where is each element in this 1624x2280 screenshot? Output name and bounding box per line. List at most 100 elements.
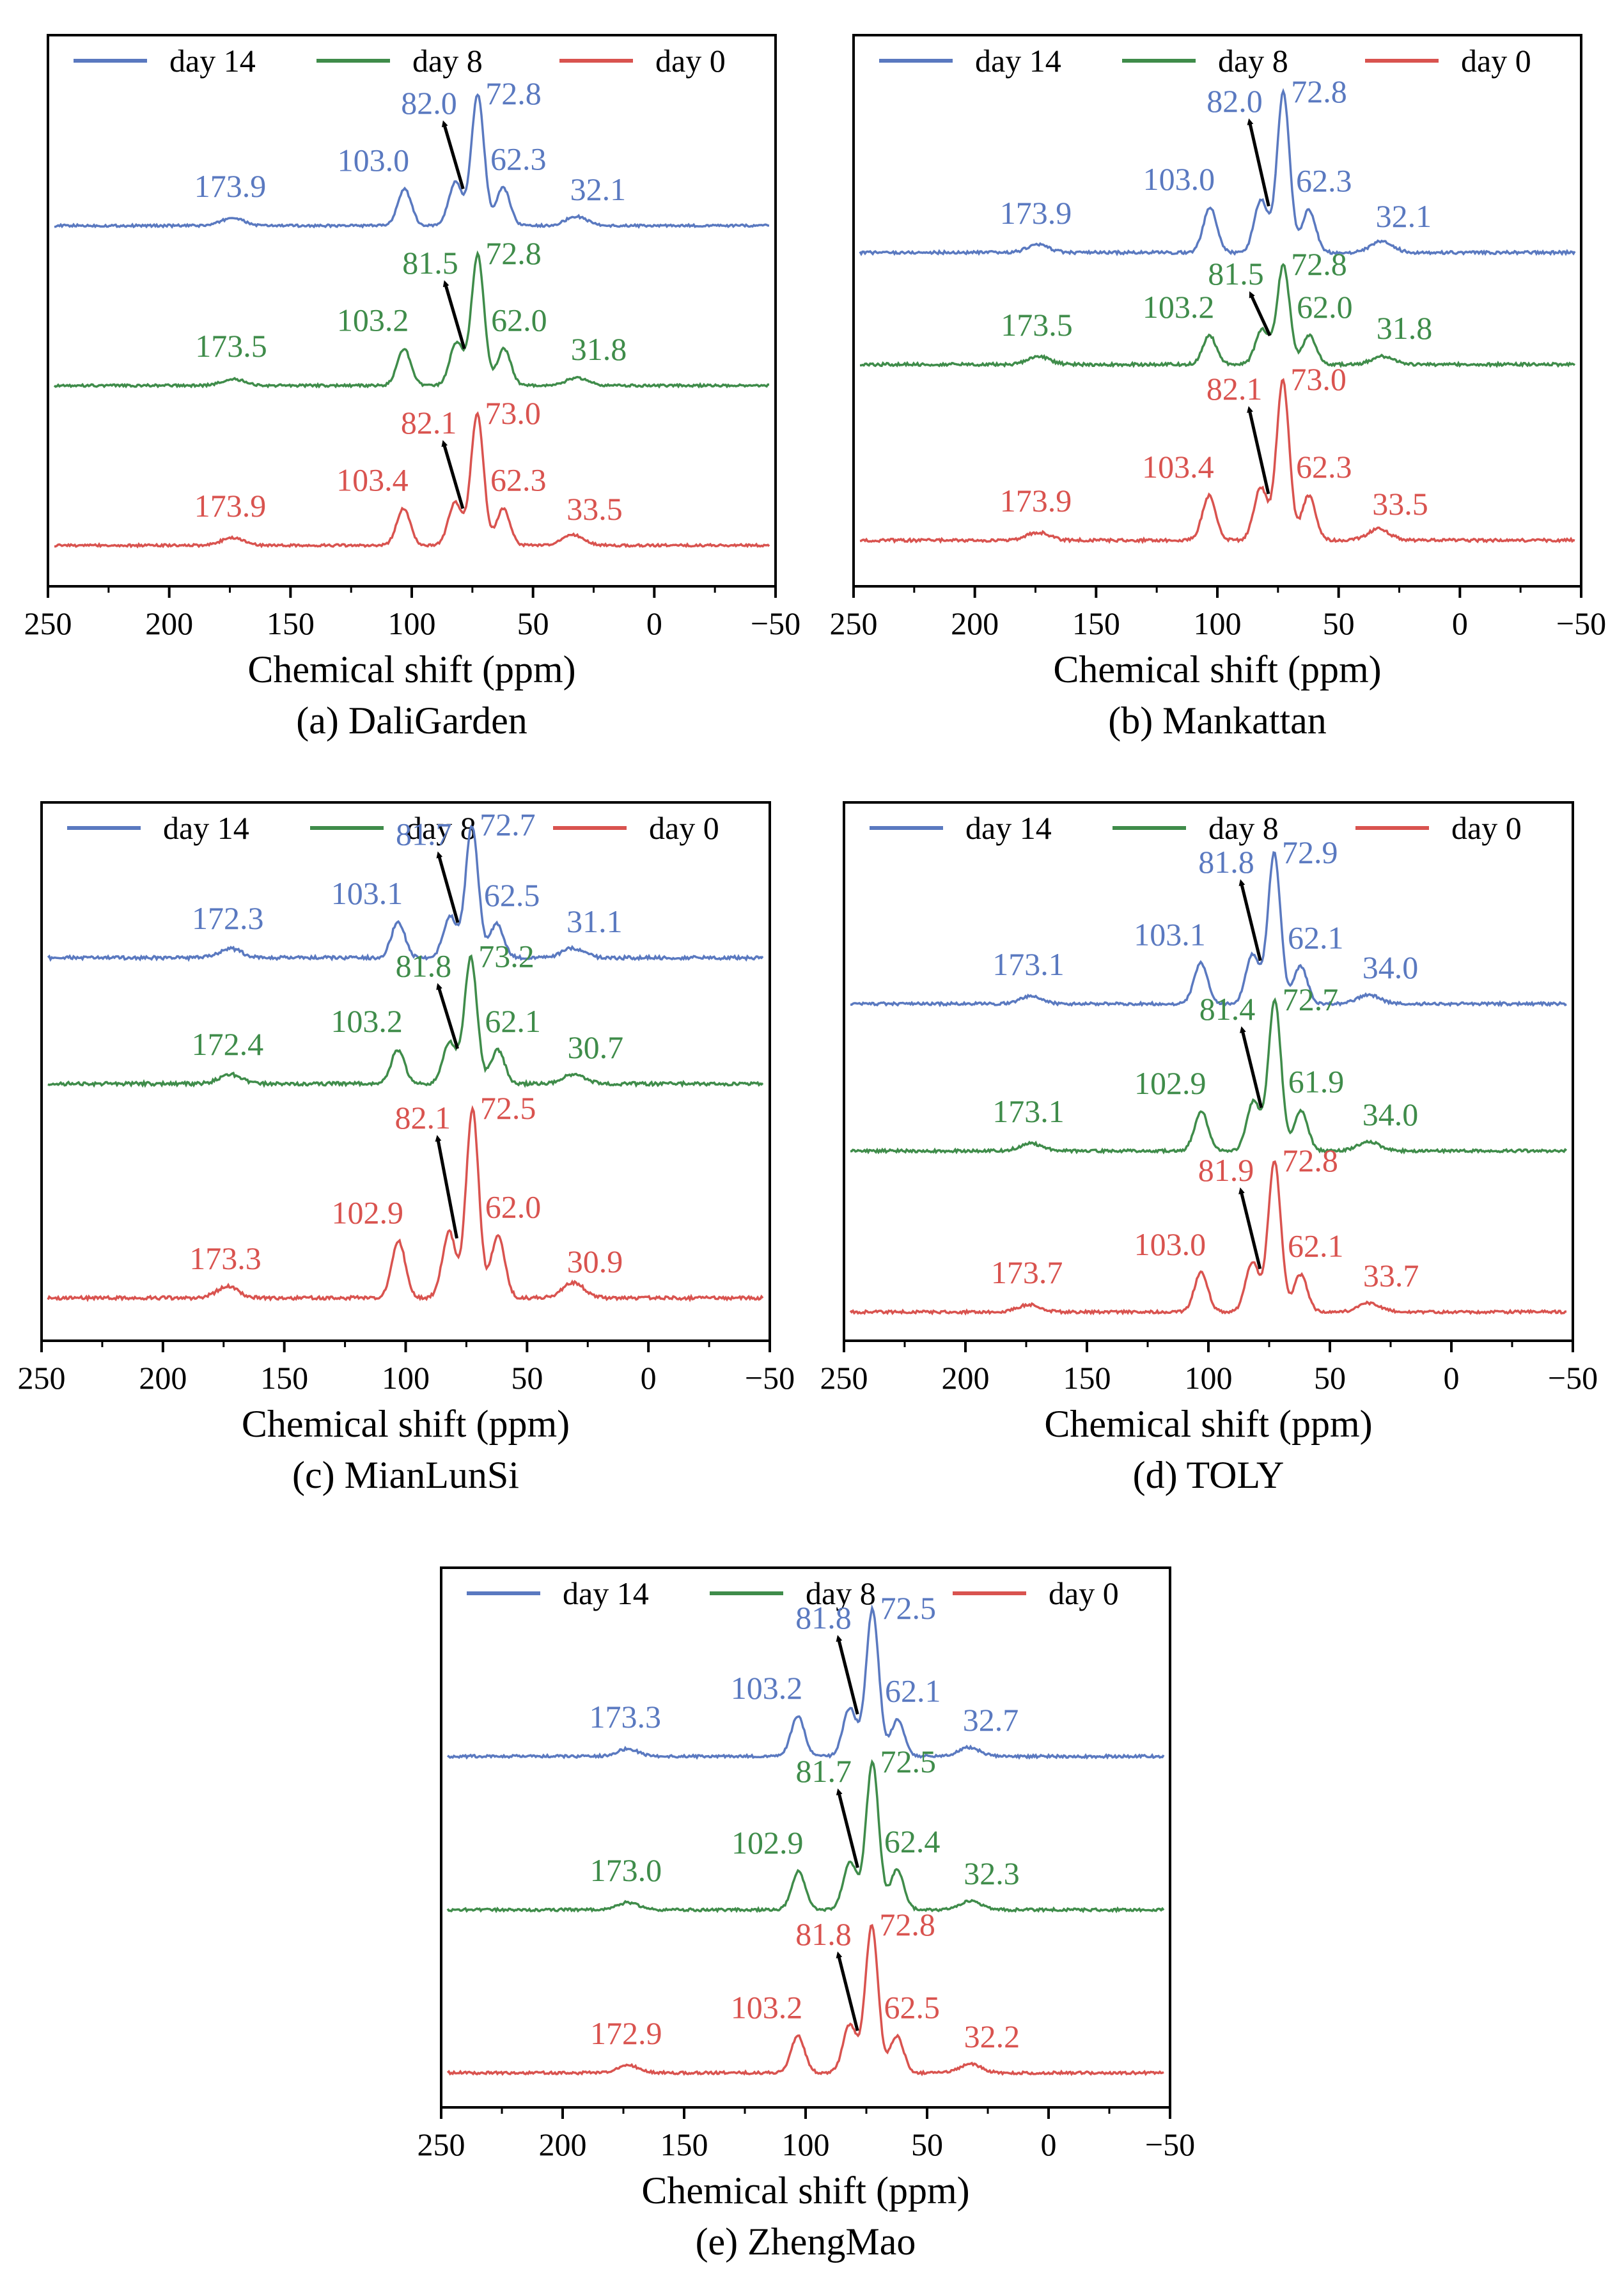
peak-label-82.1: 82.1 <box>1206 371 1263 407</box>
panel-caption: (c) MianLunSi <box>292 1454 519 1496</box>
peak-label-72.8: 72.8 <box>1291 74 1347 109</box>
peak-label-81.8: 81.8 <box>795 1600 852 1636</box>
spectrum-line-day-0 <box>859 378 1575 544</box>
peak-label-103.4: 103.4 <box>336 462 409 498</box>
shift-arrow <box>1247 406 1270 495</box>
peak-label-81.7: 81.7 <box>396 816 452 852</box>
x-tick-label: −50 <box>1145 2127 1195 2162</box>
spectrum-line-day-14 <box>446 1604 1165 1760</box>
peak-label-34.0: 34.0 <box>1362 949 1419 985</box>
plot-frame <box>40 801 771 1342</box>
peak-label-72.7: 72.7 <box>1283 981 1339 1017</box>
spectrum-line-day-14 <box>54 93 770 230</box>
peak-label-103.0: 103.0 <box>338 143 410 178</box>
shift-arrow <box>441 440 465 510</box>
peak-label-62.1: 62.1 <box>885 1673 941 1709</box>
spectrum-line-day-8 <box>47 954 764 1088</box>
panel-caption: (e) ZhengMao <box>696 2221 916 2263</box>
peak-label-72.8: 72.8 <box>879 1907 935 1942</box>
x-tick-label: 200 <box>942 1360 990 1396</box>
shift-arrow <box>1247 118 1270 207</box>
peak-label-173.9: 173.9 <box>194 168 267 204</box>
x-tick-label: −50 <box>745 1360 795 1396</box>
peak-label-62.1: 62.1 <box>1288 919 1344 955</box>
peak-label-103.1: 103.1 <box>1134 917 1206 953</box>
peak-label-62.4: 62.4 <box>884 1823 941 1859</box>
peak-label-34.0: 34.0 <box>1362 1097 1419 1132</box>
x-tick-label: −50 <box>1548 1360 1598 1396</box>
x-tick-label: 100 <box>1185 1360 1233 1396</box>
legend-label: day 8 <box>1208 810 1279 846</box>
peak-label-61.9: 61.9 <box>1288 1064 1345 1100</box>
legend-label: day 8 <box>806 1575 876 1611</box>
x-tick-label: 100 <box>388 605 436 641</box>
plot-frame <box>440 1566 1171 2109</box>
legend-label: day 8 <box>412 43 483 79</box>
shift-arrow <box>436 851 460 923</box>
peak-label-72.7: 72.7 <box>480 807 536 843</box>
x-tick-label: 100 <box>382 1360 430 1396</box>
peak-label-73.0: 73.0 <box>485 395 541 431</box>
peak-label-102.9: 102.9 <box>731 1825 804 1861</box>
spectrum-line-day-14 <box>47 825 764 962</box>
peak-label-72.8: 72.8 <box>1291 246 1347 282</box>
peak-label-62.3: 62.3 <box>1296 449 1352 485</box>
peak-label-73.0: 73.0 <box>1290 361 1346 397</box>
peak-label-62.1: 62.1 <box>485 1003 541 1039</box>
x-axis-label: Chemical shift (ppm) <box>247 648 575 691</box>
peak-label-103.2: 103.2 <box>731 1670 803 1706</box>
x-tick-label: 50 <box>911 2127 943 2162</box>
peak-label-82.1: 82.1 <box>395 1100 451 1136</box>
shift-arrow <box>1238 879 1262 962</box>
x-tick-label: 100 <box>1194 605 1242 641</box>
peak-label-173.9: 173.9 <box>1000 483 1072 519</box>
peak-label-30.7: 30.7 <box>568 1029 624 1065</box>
peak-label-102.9: 102.9 <box>332 1195 404 1231</box>
peak-label-173.1: 173.1 <box>992 946 1065 982</box>
chart-panel-5: day 14 day 8 day 0 173.3 103.2 81.8 72.5 62.1 32… <box>418 1566 1195 2263</box>
legend-label: day 0 <box>1451 810 1522 846</box>
peak-label-31.8: 31.8 <box>1377 310 1433 346</box>
x-tick-label: 50 <box>517 605 549 641</box>
spectrum-line-day-14 <box>859 88 1576 256</box>
x-tick-label: 150 <box>260 1360 308 1396</box>
peak-label-31.8: 31.8 <box>571 331 627 367</box>
peak-label-173.9: 173.9 <box>1000 195 1072 231</box>
x-tick-label: 100 <box>782 2127 830 2162</box>
legend-label: day 14 <box>975 43 1061 79</box>
legend-label: day 14 <box>163 810 249 846</box>
peak-label-103.2: 103.2 <box>731 1990 803 2026</box>
peak-label-33.5: 33.5 <box>566 491 623 527</box>
peak-label-72.8: 72.8 <box>485 235 542 271</box>
peak-label-173.0: 173.0 <box>590 1852 662 1888</box>
peak-label-173.9: 173.9 <box>194 488 267 524</box>
x-tick-label: 250 <box>830 605 878 641</box>
peak-label-62.1: 62.1 <box>1288 1228 1344 1263</box>
legend-label: day 14 <box>965 810 1052 846</box>
peak-label-81.8: 81.8 <box>396 948 452 983</box>
spectrum-line-day-8 <box>53 250 770 389</box>
x-tick-label: 200 <box>539 2127 587 2162</box>
peak-label-73.2: 73.2 <box>478 938 535 974</box>
x-tick-label: 0 <box>641 1360 657 1396</box>
chart-panel-3: day 14 day 8 day 0 172.3 103.1 81.7 72.7 62.5 31… <box>18 801 795 1496</box>
x-axis-label: Chemical shift (ppm) <box>1044 1403 1372 1445</box>
peak-label-103.2: 103.2 <box>1143 289 1215 325</box>
shift-arrow <box>441 120 465 190</box>
x-axis-label: Chemical shift (ppm) <box>641 2169 969 2212</box>
peak-label-172.4: 172.4 <box>192 1026 264 1062</box>
panel-caption: (d) TOLY <box>1133 1454 1284 1496</box>
peak-label-32.1: 32.1 <box>570 171 627 207</box>
peak-label-32.7: 32.7 <box>963 1702 1019 1738</box>
x-tick-label: 200 <box>951 605 999 641</box>
spectrum-line-day-0 <box>54 411 770 549</box>
peak-label-81.9: 81.9 <box>1198 1152 1254 1188</box>
peak-label-72.5: 72.5 <box>880 1744 937 1779</box>
peak-label-172.3: 172.3 <box>192 900 264 936</box>
peak-label-173.5: 173.5 <box>195 328 267 364</box>
peak-label-103.1: 103.1 <box>331 875 403 911</box>
panel-caption: (a) DaliGarden <box>296 699 527 742</box>
peak-label-31.1: 31.1 <box>566 903 623 939</box>
peak-label-33.5: 33.5 <box>1372 486 1428 522</box>
